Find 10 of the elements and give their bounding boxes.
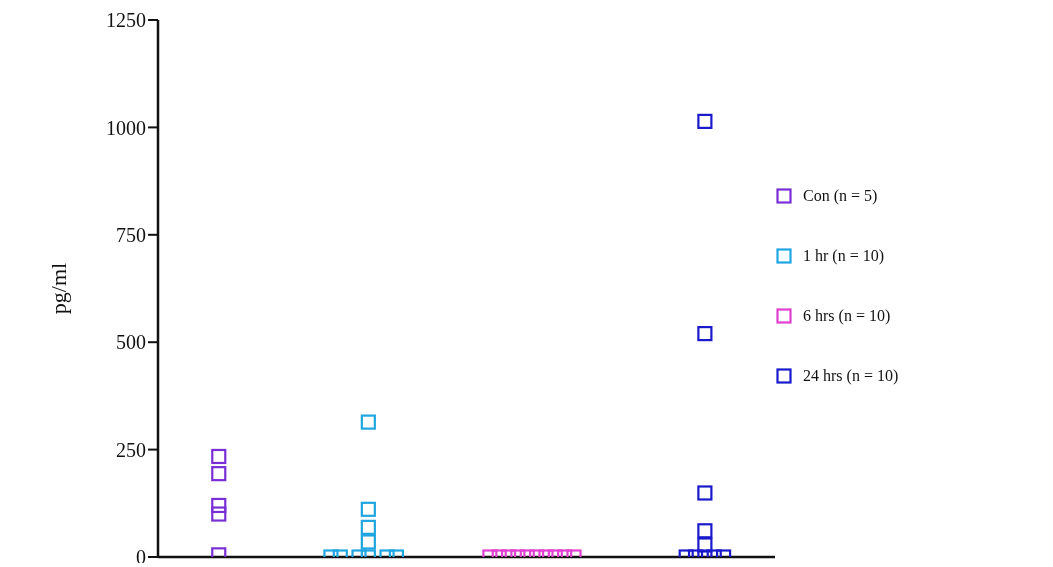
y-tick-label: 1000 bbox=[106, 116, 146, 139]
legend-label: 24 hrs (n = 10) bbox=[803, 366, 899, 385]
y-axis-title: pg/ml bbox=[45, 262, 71, 315]
legend-label: 1 hr (n = 10) bbox=[803, 246, 885, 265]
y-tick-label: 500 bbox=[116, 331, 146, 354]
legend-label: 6 hrs (n = 10) bbox=[803, 306, 891, 325]
y-tick-label: 250 bbox=[116, 438, 146, 461]
y-tick-label: 750 bbox=[116, 223, 146, 246]
y-tick-label: 1250 bbox=[106, 9, 146, 32]
legend-label: Con (n = 5) bbox=[803, 186, 878, 205]
